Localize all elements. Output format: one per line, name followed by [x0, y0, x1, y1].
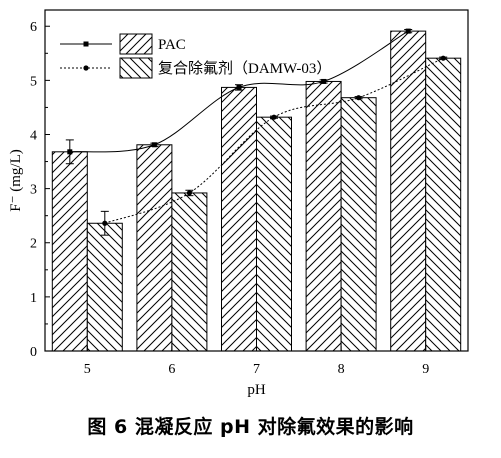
trend-line-series2	[104, 57, 444, 224]
y-tick-label-1: 1	[30, 291, 37, 306]
marker-series2-5	[102, 220, 108, 226]
marker-series2-6	[186, 190, 192, 196]
bar-series1-9	[390, 30, 427, 352]
x-axis-title: pH	[247, 382, 266, 398]
bar-series2-8	[340, 97, 377, 352]
x-tick-label-6: 6	[168, 362, 175, 377]
marker-series1-9	[405, 28, 411, 34]
legend-marker-series1	[83, 41, 89, 47]
bar-series1-6	[136, 144, 173, 352]
y-axis-title: F⁻ (mg/L)	[8, 149, 24, 212]
bar-series2-9	[425, 57, 462, 352]
y-tick-label-5: 5	[30, 74, 37, 89]
y-tick-label-0: 0	[30, 345, 37, 360]
bar-series1-8	[305, 80, 342, 352]
bar-series2-7	[256, 116, 292, 352]
marker-series1-8	[321, 78, 327, 84]
marker-series2-7	[271, 114, 277, 120]
x-tick-label-9: 9	[422, 362, 429, 377]
legend-entry-series2: 复合除氟剂（DAMW-03）	[60, 57, 331, 79]
y-tick-label-3: 3	[30, 183, 37, 198]
y-tick-label-2: 2	[30, 237, 37, 252]
marker-series2-9	[440, 55, 446, 61]
x-tick-label-7: 7	[253, 362, 260, 377]
legend-swatch-series1	[119, 33, 153, 55]
legend-label-series1: PAC	[158, 37, 186, 53]
bar-series2-6	[171, 192, 208, 352]
legend-label-series2: 复合除氟剂（DAMW-03）	[158, 59, 331, 77]
marker-series1-6	[151, 142, 157, 148]
legend-swatch-series2	[119, 57, 153, 79]
y-tick-label-6: 6	[30, 20, 37, 35]
marker-series1-7	[236, 84, 242, 90]
legend-entry-series1: PAC	[60, 33, 186, 55]
x-tick-label-8: 8	[338, 362, 345, 377]
figure-caption: 图 6 混凝反应 pH 对除氟效果的影响	[87, 416, 414, 438]
bar-series1-7	[221, 86, 257, 352]
bar-series1-5	[51, 151, 88, 352]
marker-series2-8	[356, 95, 362, 101]
marker-series1-5	[67, 149, 73, 155]
x-tick-label-5: 5	[84, 362, 91, 377]
legend-marker-series2	[83, 65, 89, 71]
bar-series2-5	[86, 222, 123, 352]
y-tick-label-4: 4	[30, 128, 37, 143]
